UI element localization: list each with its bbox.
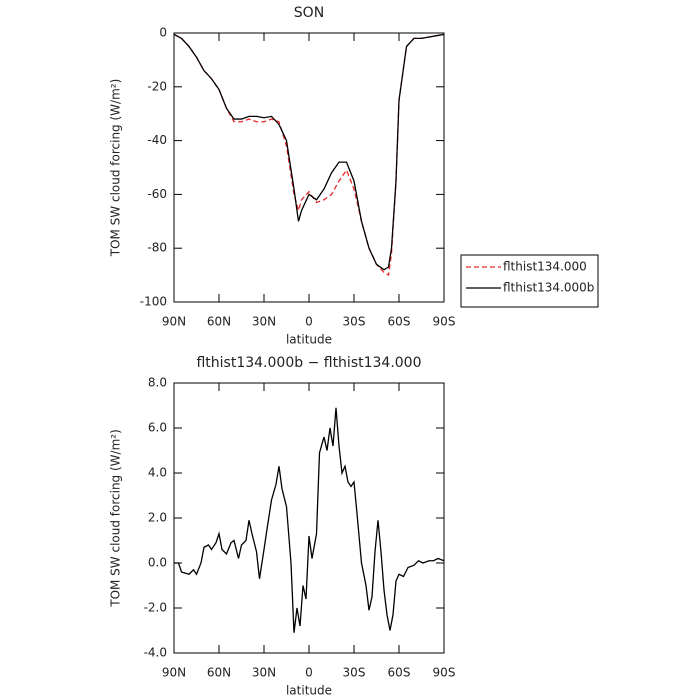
y-tick-label: -20 — [147, 79, 167, 93]
y-tick-label: -4.0 — [144, 646, 167, 660]
x-tick-label: 30N — [252, 315, 276, 329]
plot-frame — [173, 32, 445, 303]
x-tick-label: 0 — [305, 315, 313, 329]
x-axis-label: latitude — [286, 684, 332, 698]
x-tick-label: 30S — [343, 666, 366, 680]
x-tick-label: 60N — [207, 666, 231, 680]
y-axis-label: TOM SW cloud forcing (W/m²) — [109, 429, 123, 608]
y-axis-label: TOM SW cloud forcing (W/m²) — [109, 79, 123, 258]
x-tick-label: 90S — [433, 666, 456, 680]
y-tick-label: 0.0 — [148, 556, 167, 570]
x-tick-label: 30N — [252, 666, 276, 680]
y-tick-label: 4.0 — [148, 466, 167, 480]
y-tick-label: -80 — [147, 241, 167, 255]
x-tick-label: 60S — [388, 666, 411, 680]
chart-title: flthist134.000b − flthist134.000 — [196, 355, 421, 371]
legend-label: flthist134.000b — [503, 281, 594, 295]
y-tick-label: -60 — [147, 187, 167, 201]
series-line — [173, 33, 445, 271]
y-tick-label: -40 — [147, 133, 167, 147]
x-tick-label: 90S — [433, 315, 456, 329]
y-tick-label: -2.0 — [144, 601, 167, 615]
legend-label: flthist134.000 — [503, 260, 587, 274]
legend-box — [460, 254, 599, 308]
y-tick-label: 6.0 — [148, 421, 167, 435]
x-tick-label: 90N — [162, 315, 186, 329]
x-tick-label: 90N — [162, 666, 186, 680]
x-tick-label: 30S — [343, 315, 366, 329]
y-tick-label: 0 — [159, 26, 167, 40]
chart-title: SON — [294, 5, 324, 21]
x-tick-label: 60S — [388, 315, 411, 329]
plot-frame — [173, 382, 445, 654]
y-tick-label: 8.0 — [148, 376, 167, 390]
y-tick-label: -100 — [140, 295, 167, 309]
y-tick-label: 2.0 — [148, 511, 167, 525]
x-tick-label: 0 — [305, 666, 313, 680]
series-line — [174, 407, 445, 633]
x-tick-label: 60N — [207, 315, 231, 329]
x-axis-label: latitude — [286, 333, 332, 347]
